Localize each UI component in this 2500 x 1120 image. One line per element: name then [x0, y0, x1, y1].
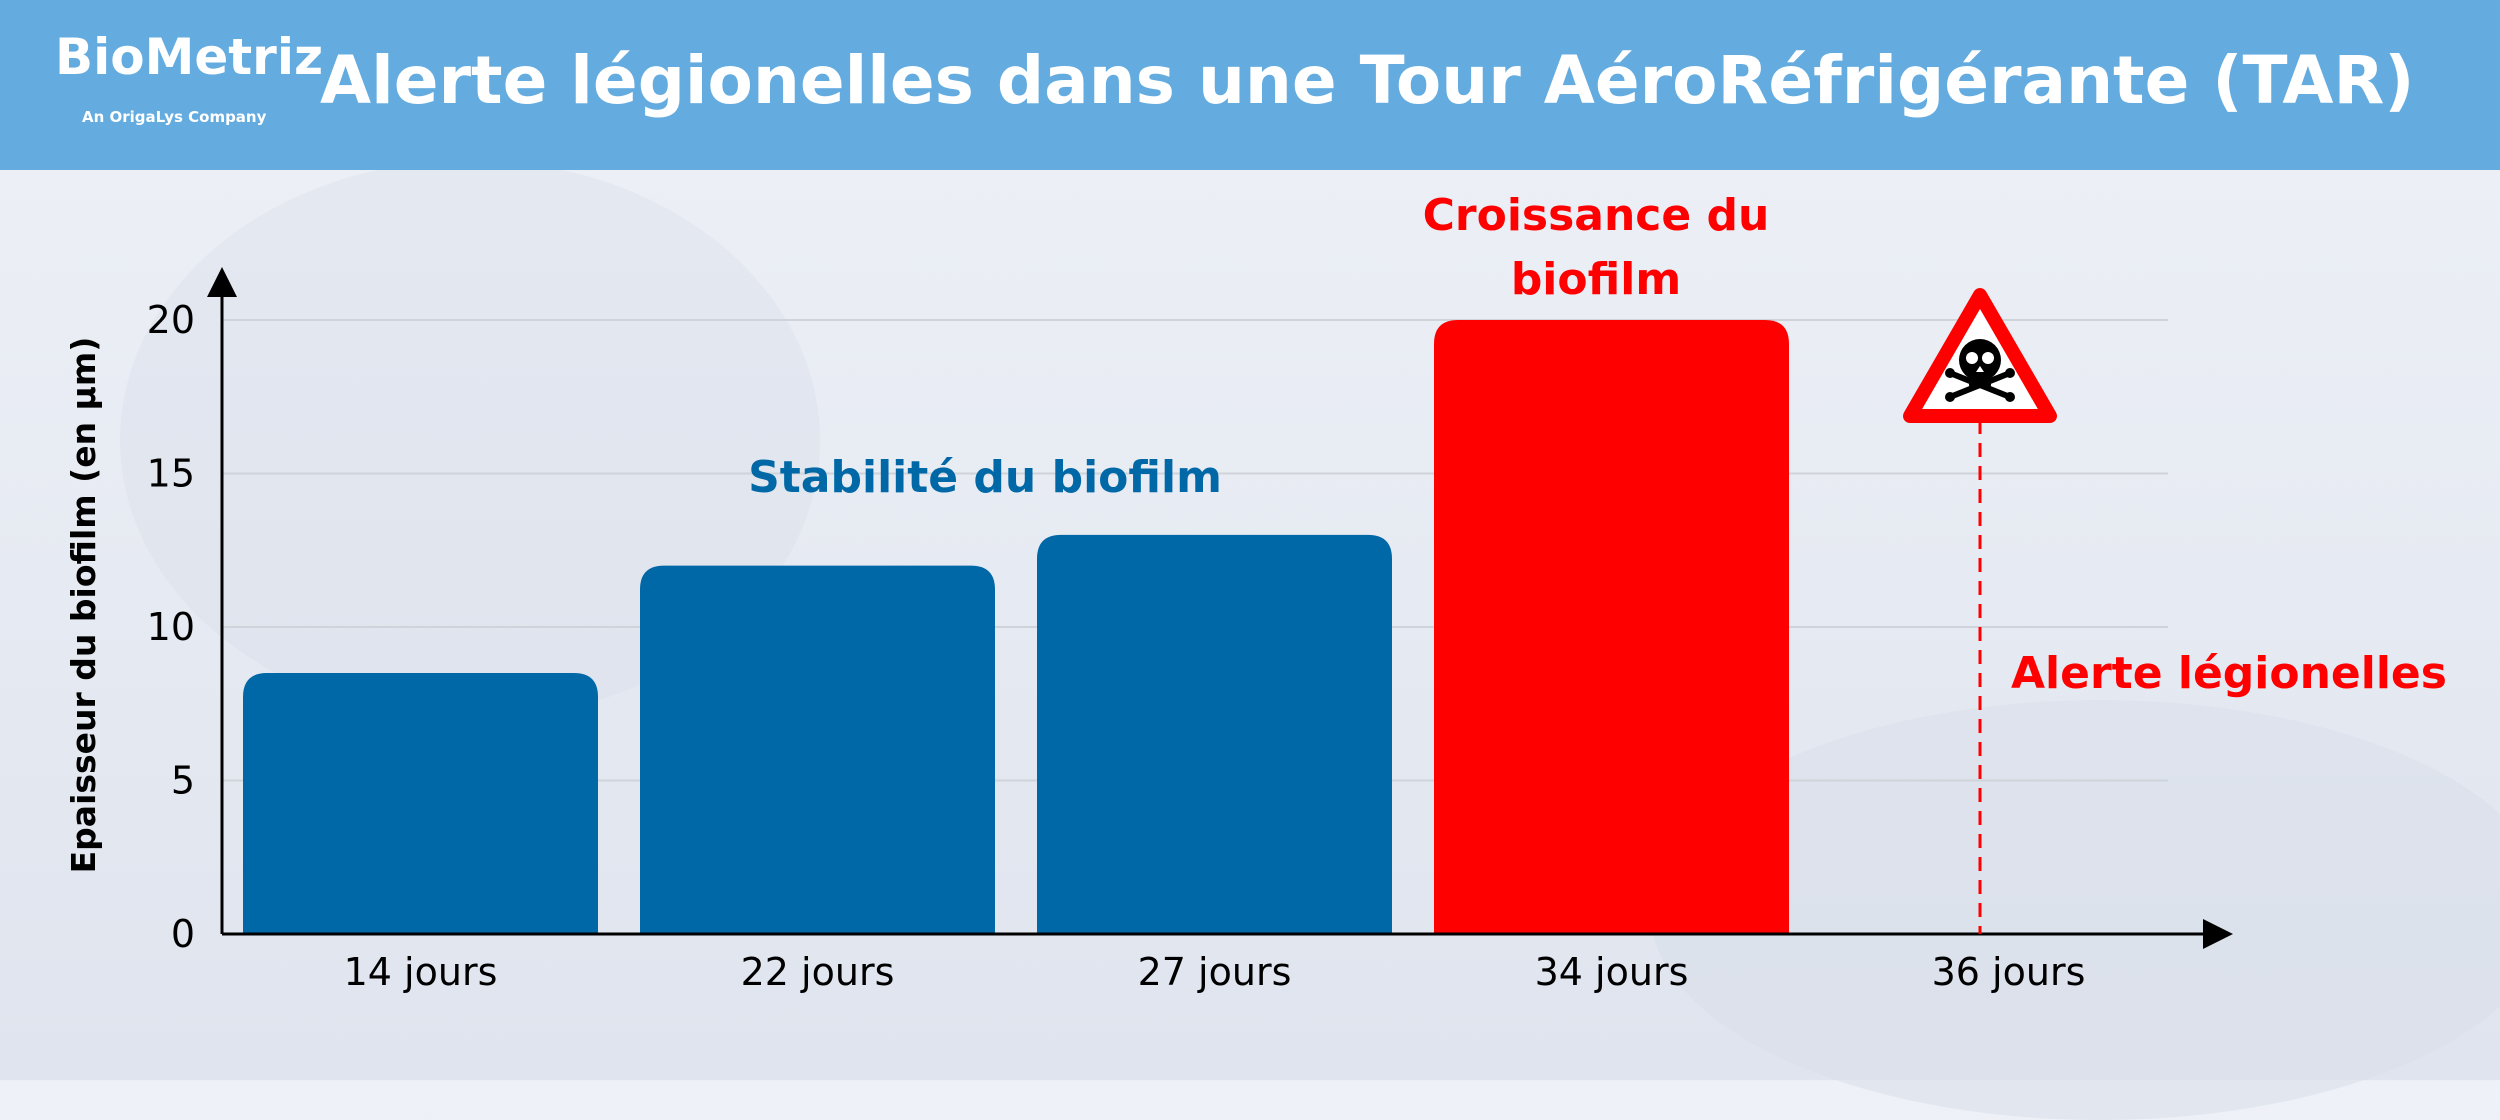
y-tick-label: 5: [171, 759, 195, 803]
y-tick-label: 15: [147, 452, 195, 496]
x-tick-labels: 14 jours 22 jours 27 jours 34 jours 36 jours: [344, 950, 2086, 994]
y-tick-label: 20: [147, 298, 195, 342]
bar-27-jours: [1037, 534, 1392, 934]
bars: [243, 320, 1789, 934]
annotation-stability: Stabilité du biofilm: [748, 452, 1222, 503]
x-tick-label: 27 jours: [1138, 950, 1292, 994]
annotation-growth-line1: Croissance du: [1423, 190, 1770, 241]
logo: BioMetriz: [55, 28, 324, 86]
bar-34-jours: [1434, 320, 1789, 934]
y-tick-labels: 0 5 10 15 20: [147, 298, 195, 956]
x-tick-label: 36 jours: [1932, 950, 2086, 994]
y-tick-label: 0: [171, 912, 195, 956]
bar-chart: 0 5 10 15 20 14 jours 22 jours 27 jours 34 jour…: [64, 190, 2447, 994]
y-axis-label: Epaisseur du biofilm (en µm): [64, 337, 103, 874]
background-shape: [1650, 700, 2500, 1120]
header-bar: BioMetriz An OrigaLys Company Alerte lég…: [0, 0, 2500, 170]
logo-subtitle: An OrigaLys Company: [82, 108, 267, 126]
page-title: Alerte légionelles dans une Tour AéroRéf…: [320, 42, 2415, 119]
y-tick-label: 10: [147, 605, 195, 649]
bar-22-jours: [640, 565, 995, 934]
annotation-alert: Alerte légionelles: [2011, 648, 2447, 699]
x-tick-label: 14 jours: [344, 950, 498, 994]
x-tick-label: 34 jours: [1535, 950, 1689, 994]
annotation-growth-line2: biofilm: [1511, 254, 1681, 305]
x-tick-label: 22 jours: [741, 950, 895, 994]
bar-14-jours: [243, 673, 598, 934]
skull-warning-icon: [1903, 288, 2057, 423]
